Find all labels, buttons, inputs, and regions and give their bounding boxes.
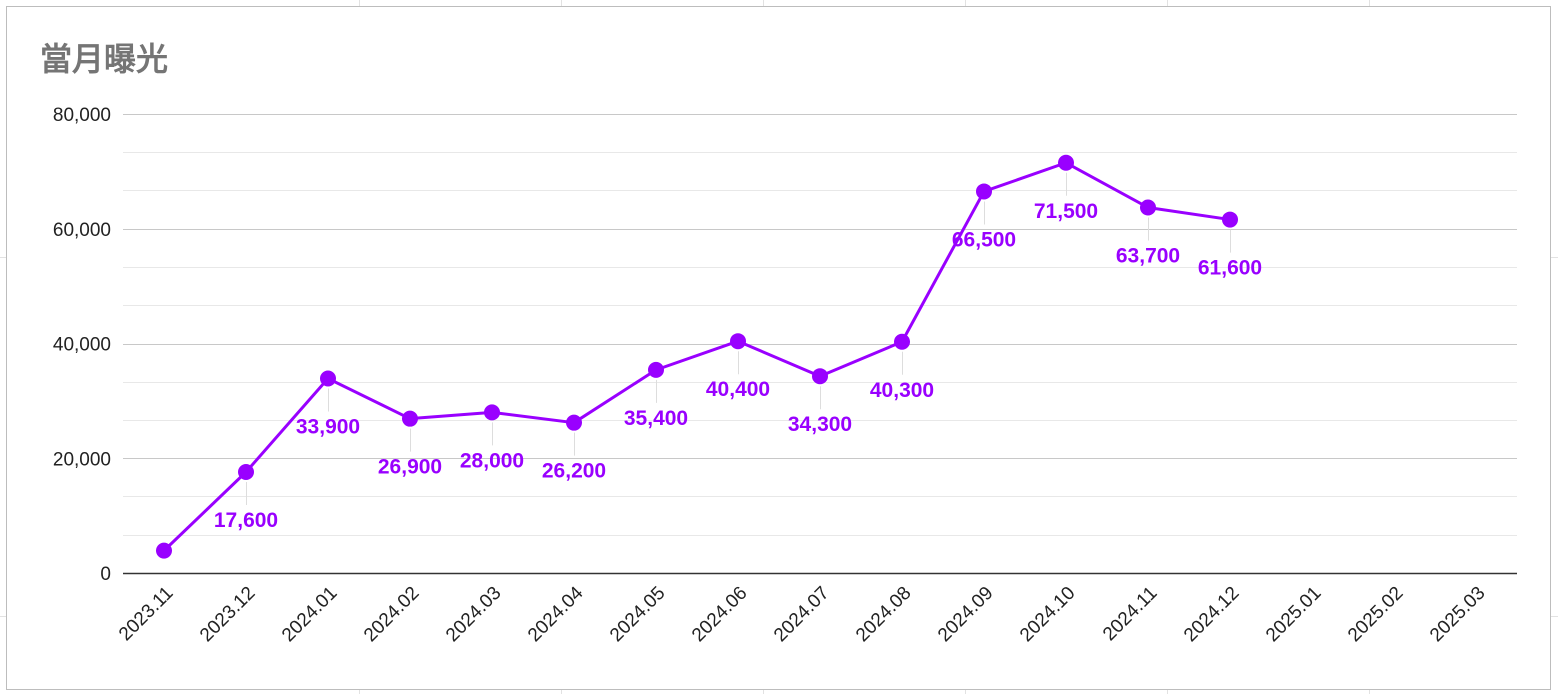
data-point[interactable]	[1222, 211, 1238, 228]
x-tick-label: 2024.07	[770, 583, 833, 646]
data-point[interactable]	[156, 542, 172, 559]
x-tick-label: 2024.02	[360, 583, 423, 646]
data-label: 63,700	[1116, 245, 1180, 268]
data-point[interactable]	[1140, 199, 1156, 216]
data-point[interactable]	[238, 464, 254, 481]
data-label: 40,300	[870, 379, 934, 402]
grid-lines	[123, 114, 1517, 575]
chart-title: 當月曝光	[40, 40, 169, 78]
x-tick-label: 2023.12	[196, 583, 259, 646]
data-label: 71,500	[1034, 200, 1098, 223]
data-label: 40,400	[706, 378, 770, 401]
x-tick-label: 2025.03	[1426, 583, 1489, 646]
data-label: 28,000	[460, 449, 524, 472]
data-label: 35,400	[624, 407, 688, 430]
x-axis-tick-labels: 2023.11 2023.12 2024.01 2024.02 2024.03 2024.…	[115, 582, 1489, 646]
x-tick-label: 2024.05	[606, 583, 669, 646]
x-tick-label: 2025.01	[1262, 583, 1325, 646]
data-point[interactable]	[1058, 154, 1074, 171]
series-line-path	[162, 161, 1232, 553]
data-label: 33,900	[296, 415, 360, 438]
y-tick-label: 60,000	[53, 220, 111, 241]
y-tick-label: 80,000	[53, 105, 111, 126]
x-tick-label: 2024.08	[852, 583, 915, 646]
data-label: 26,900	[378, 456, 442, 479]
data-point[interactable]	[402, 410, 418, 427]
data-points[interactable]	[156, 154, 1238, 559]
x-tick-label: 2024.01	[278, 583, 341, 646]
series-line	[162, 161, 1232, 553]
x-tick-label: 2024.12	[1180, 583, 1243, 646]
data-label: 61,600	[1198, 257, 1262, 280]
x-tick-label: 2024.10	[1016, 583, 1079, 646]
x-tick-label: 2024.06	[688, 583, 751, 646]
y-tick-label: 0	[100, 564, 111, 585]
data-label: 26,200	[542, 460, 606, 483]
y-tick-label: 20,000	[53, 449, 111, 470]
data-point[interactable]	[484, 404, 500, 421]
data-point[interactable]	[812, 368, 828, 385]
data-point[interactable]	[976, 183, 992, 200]
data-labels: 17,600 33,900 26,900 28,000 26,200 35,400 40,4…	[214, 200, 1262, 532]
x-tick-label: 2024.03	[442, 583, 505, 646]
data-label: 17,600	[214, 509, 278, 532]
y-tick-label: 40,000	[53, 335, 111, 356]
chart-container[interactable]	[6, 6, 1551, 690]
data-point[interactable]	[894, 333, 910, 350]
x-tick-label: 2023.11	[115, 583, 177, 645]
y-axis-tick-labels: 0 20,000 40,000 60,000 80,000	[53, 105, 111, 585]
data-label: 66,500	[952, 228, 1016, 251]
x-tick-label: 2024.04	[524, 582, 588, 646]
data-point[interactable]	[320, 370, 336, 387]
data-point[interactable]	[566, 414, 582, 431]
x-tick-label: 2024.09	[934, 583, 997, 646]
data-label: 34,300	[788, 413, 852, 436]
data-label-leaders	[246, 172, 1231, 506]
data-point[interactable]	[648, 361, 664, 378]
data-point[interactable]	[730, 333, 746, 350]
x-tick-label: 2025.02	[1344, 583, 1407, 646]
x-tick-label: 2024.11	[1099, 583, 1161, 645]
